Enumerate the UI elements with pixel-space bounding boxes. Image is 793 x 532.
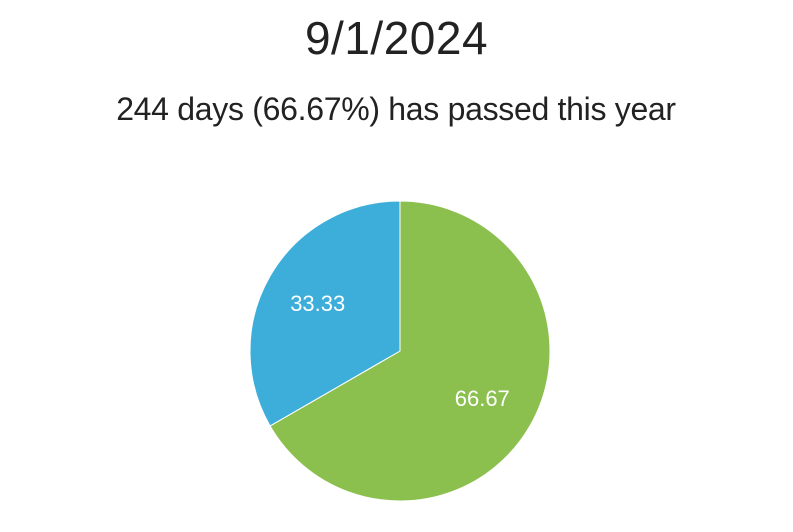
pie-slice-label-1: 66.67: [455, 386, 510, 411]
pie-slice-1: [269, 200, 551, 502]
date-title: 9/1/2024: [304, 12, 489, 64]
pie-slice-2: [249, 200, 401, 427]
days-passed-summary: 244 days (66.67%) has passed this year: [116, 91, 676, 127]
pie-slice-label-2: 33.33: [290, 291, 345, 316]
